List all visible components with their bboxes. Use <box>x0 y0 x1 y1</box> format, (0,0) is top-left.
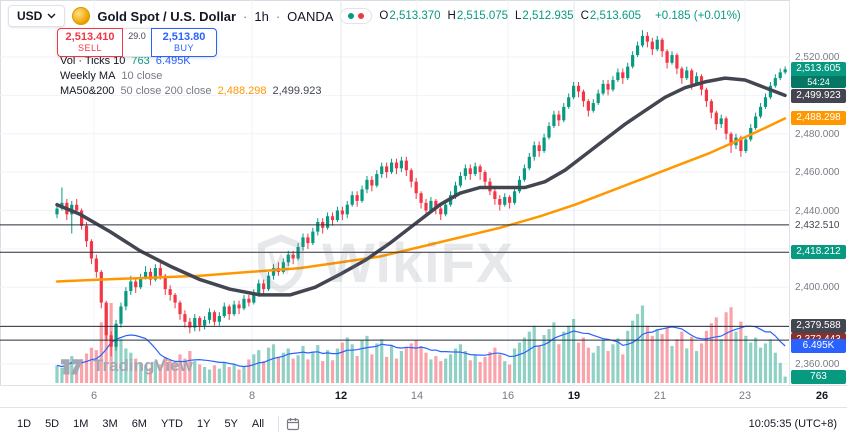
sell-label: SELL <box>77 43 103 53</box>
interval-label[interactable]: 1h <box>254 8 269 24</box>
weekly-ma-line <box>55 76 787 297</box>
volume-value-badge: 763 <box>791 369 846 384</box>
time-axis[interactable]: 6 8 12 14 16 19 21 23 26 <box>0 385 847 408</box>
price-tick: 2,440.000 <box>795 205 840 217</box>
price-axis[interactable]: 2,520.000 2,480.000 2,460.000 2,440.000 2,43… <box>789 0 847 385</box>
toolbar-right: 10:05:35 (UTC+8) <box>749 418 837 430</box>
price-tick: 2,360.000 <box>795 359 840 370</box>
price-change: +0.185 (+0.01%) <box>655 10 741 22</box>
sell-button[interactable]: 2,513.410 SELL <box>57 28 123 57</box>
chart-header: USD Gold Spot / U.S. Dollar · 1h · OANDA… <box>8 5 741 27</box>
range-buttons: 1D 5D 1M 3M 6M YTD 1Y 5Y All <box>10 415 271 433</box>
range-button-1y[interactable]: 1Y <box>196 417 211 430</box>
toolbar-divider <box>278 415 280 432</box>
time-label: 16 <box>501 390 515 402</box>
status-dot-red-icon <box>358 13 365 19</box>
clock[interactable]: 10:05:35 (UTC+8) <box>748 417 837 430</box>
volume-bars <box>55 303 787 383</box>
range-button-3m[interactable]: 3M <box>102 417 118 430</box>
calendar-icon <box>287 417 300 430</box>
legend-ma50200-params: 50 close 200 close <box>120 85 212 97</box>
ohlc-high-label: H <box>447 10 456 22</box>
title-separator: · <box>243 8 248 24</box>
legend-volume-value: 763 <box>131 55 150 67</box>
price-tick: 2,520.000 <box>795 52 840 63</box>
currency-select[interactable]: USD <box>8 5 66 27</box>
time-label: 26 <box>815 390 829 402</box>
level-2379-badge: 2,379.588 <box>791 319 846 334</box>
buy-price: 2,513.80 <box>162 31 206 43</box>
legend-weekly-ma-params: 10 close <box>121 70 163 82</box>
tradingview-logo-icon <box>61 359 83 375</box>
time-label: 8 <box>248 390 256 402</box>
last-price-badge: 2,513.605 54:24 <box>791 62 846 89</box>
legend-ma50200[interactable]: MA50&200 50 close 200 close 2,488.298 2,… <box>60 85 321 97</box>
chevron-down-icon <box>47 13 56 19</box>
calendar-button[interactable] <box>286 417 300 431</box>
ma50-value-badge: 2,488.298 <box>791 110 846 125</box>
legend-volume-ma-value: 6.495K <box>155 55 191 67</box>
time-label: 23 <box>738 390 752 402</box>
time-label: 6 <box>90 390 98 402</box>
symbol-title[interactable]: Gold Spot / U.S. Dollar <box>97 8 237 24</box>
ohlc-low-value: 2,512.935 <box>522 10 574 22</box>
time-label: 12 <box>334 390 348 402</box>
tradingview-attribution-text: TradingView <box>93 356 193 375</box>
legend-weekly-ma[interactable]: Weekly MA 10 close <box>60 70 321 82</box>
weekly-ma-value-badge: 2,499.923 <box>791 88 846 103</box>
ma50-line <box>55 117 787 283</box>
range-button-ytd[interactable]: YTD <box>160 417 183 430</box>
price-tick: 2,400.000 <box>795 282 840 294</box>
status-dot-green-icon <box>348 13 355 19</box>
horizontal-level-lines <box>0 224 789 341</box>
volume-ma-line <box>56 325 786 368</box>
title-separator: · <box>275 8 281 24</box>
legend-ma50200-name: MA50&200 <box>60 85 115 97</box>
time-label: 19 <box>567 390 581 402</box>
countdown-timer: 54:24 <box>791 76 846 89</box>
price-tick: 2,480.000 <box>795 128 840 140</box>
volume-ma-badge: 6.495K <box>791 338 846 353</box>
range-button-5y[interactable]: 5Y <box>224 417 238 430</box>
time-label: 14 <box>410 390 424 402</box>
ohlc-open-label: O <box>379 10 389 22</box>
legend-volume-name: Vol · Ticks 10 <box>60 55 126 67</box>
exchange-label: OANDA <box>287 8 334 24</box>
chart-plot-area <box>0 0 789 385</box>
legend-ma200-value: 2,499.923 <box>272 85 322 97</box>
ohlc-open-value: 2,513.370 <box>389 10 441 22</box>
price-tick: 2,460.000 <box>795 167 840 179</box>
spread-value: 29.0 <box>123 28 151 57</box>
legend-weekly-ma-name: Weekly MA <box>60 70 116 82</box>
buy-label: BUY <box>173 43 194 53</box>
sell-price: 2,513.410 <box>65 31 115 43</box>
gold-instrument-icon <box>72 7 91 25</box>
time-label: 21 <box>653 390 667 402</box>
ohlc-close-value: 2,513.605 <box>589 10 642 22</box>
range-button-1d[interactable]: 1D <box>17 417 32 430</box>
level-2418-badge: 2,418.212 <box>791 245 846 260</box>
buy-button[interactable]: 2,513.80 BUY <box>151 28 217 57</box>
indicator-legend: Vol · Ticks 10 763 6.495K Weekly MA 10 c… <box>60 55 321 97</box>
trade-panel: 2,513.410 SELL 29.0 2,513.80 BUY <box>57 28 217 57</box>
ohlc-close-label: C <box>580 10 589 22</box>
chart-canvas[interactable] <box>0 0 789 385</box>
ohlc-low-label: L <box>515 10 522 22</box>
ohlc-high-value: 2,515.075 <box>456 10 509 22</box>
ohlc-values: O 2,513.370 H 2,515.075 L 2,512.935 C 2,513.605 <box>379 10 648 22</box>
range-button-all[interactable]: All <box>251 417 265 430</box>
market-status-pill <box>340 8 373 24</box>
range-button-5d[interactable]: 5D <box>45 417 60 430</box>
currency-select-label: USD <box>17 9 43 23</box>
range-button-6m[interactable]: 6M <box>131 417 147 430</box>
bottom-toolbar: 1D 5D 1M 3M 6M YTD 1Y 5Y All 10:05:35 (UTC+8) <box>0 407 847 439</box>
legend-volume[interactable]: Vol · Ticks 10 763 6.495K <box>60 55 321 67</box>
price-tick: 2,432.510 <box>795 219 840 231</box>
range-button-1m[interactable]: 1M <box>73 417 89 430</box>
tradingview-attribution[interactable]: TradingView <box>58 355 193 377</box>
legend-ma50-value: 2,488.298 <box>217 85 267 97</box>
